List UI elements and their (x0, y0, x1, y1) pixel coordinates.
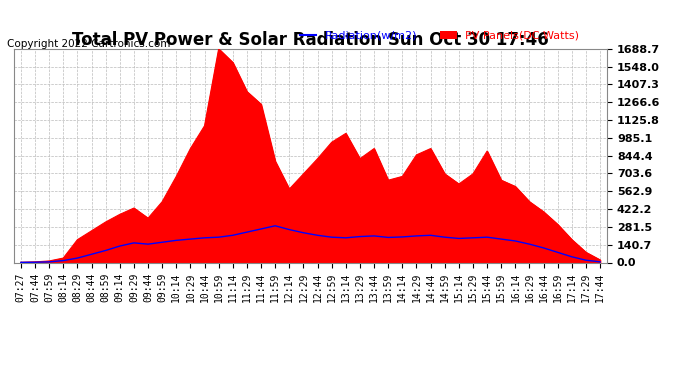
Title: Total PV Power & Solar Radiation Sun Oct 30 17:46: Total PV Power & Solar Radiation Sun Oct… (72, 31, 549, 49)
Legend: Radiation(w/m2), PV Panels(DC Watts): Radiation(w/m2), PV Panels(DC Watts) (295, 27, 584, 45)
Text: Copyright 2022 Cartronics.com: Copyright 2022 Cartronics.com (7, 39, 170, 50)
